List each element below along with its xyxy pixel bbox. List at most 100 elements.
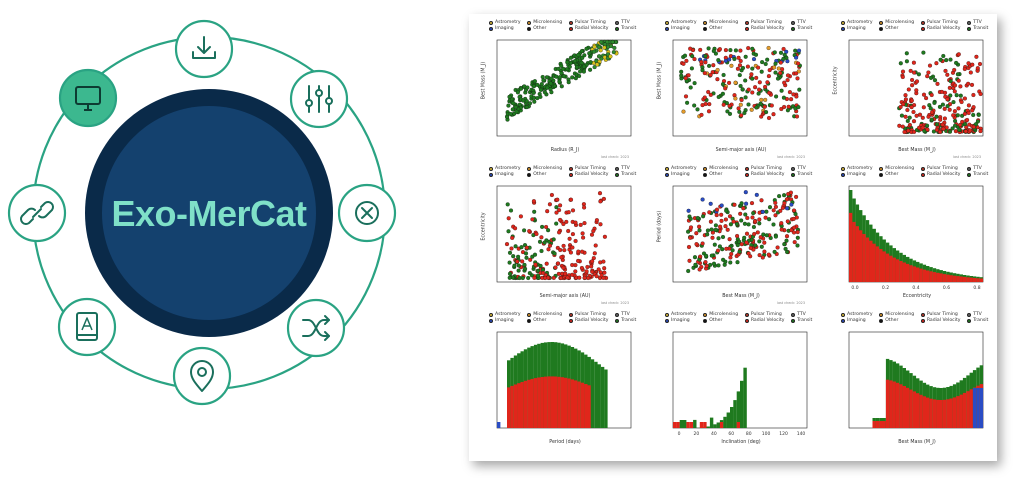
legend-item: Pulsar Timing (568, 312, 611, 317)
legend-marker (568, 20, 573, 25)
link-node[interactable] (7, 183, 67, 243)
plot-area (848, 39, 984, 137)
legend-label: TTV (797, 20, 806, 25)
histogram-bar (885, 253, 890, 282)
scatter-point (717, 244, 722, 249)
legend-marker (703, 318, 708, 323)
histogram-bar (959, 394, 963, 428)
histogram-bar (679, 420, 684, 428)
scatter-point (723, 48, 728, 53)
scatter-point (971, 112, 976, 118)
scatter-point (507, 271, 513, 276)
scatter-point (533, 262, 538, 267)
scatter-point (920, 115, 925, 120)
legend-label: Other (533, 172, 547, 177)
scatter-point (746, 87, 751, 92)
legend-label: Radial Velocity (926, 172, 961, 177)
scatter-point (579, 60, 584, 65)
legend-item: Astrometry (665, 312, 699, 317)
histogram-bar (936, 399, 940, 428)
scatter-point (524, 245, 529, 250)
scatter-point (909, 105, 914, 110)
histogram-bar (902, 386, 906, 428)
legend-label: Astrometry (671, 20, 697, 25)
legend-label: Other (885, 172, 899, 177)
legend-marker (791, 312, 796, 317)
legend-label: Transit (797, 318, 813, 323)
plot-area (496, 331, 632, 429)
scatter-point (566, 210, 571, 215)
scatter-point (727, 57, 732, 62)
scatter-point (917, 125, 922, 130)
scatter-point (785, 206, 790, 211)
scatter-point (531, 199, 536, 204)
legend-label: Astrometry (495, 20, 521, 25)
histogram-bar (902, 262, 906, 282)
legend-item: Transit (791, 172, 815, 177)
sliders-node[interactable] (289, 69, 349, 129)
x-axis-label: Period (days) (549, 440, 581, 445)
legend-item: Radial Velocity (568, 26, 611, 31)
plot-legend: Astrometry Microlensing Pulsar Timing TTV Im… (841, 166, 991, 177)
legend-label: Microlensing (709, 166, 739, 171)
scatter-point (608, 54, 613, 59)
legend-item: Microlensing (527, 312, 565, 317)
close-node[interactable] (337, 183, 397, 243)
scatter-point (929, 92, 934, 98)
histogram-bar (942, 399, 947, 428)
scatter-point (612, 45, 617, 50)
scatter-point (976, 112, 981, 117)
book-node[interactable] (57, 297, 117, 357)
legend-marker (568, 318, 573, 323)
legend-label: Astrometry (495, 166, 521, 171)
scatter-point (971, 105, 976, 110)
scatter-point (925, 127, 930, 132)
legend-item: Imaging (489, 172, 523, 177)
histogram-bar (554, 376, 558, 428)
histogram-bar (962, 392, 967, 428)
scatter-point (717, 47, 722, 52)
scatter-point (930, 110, 935, 115)
scatter-point (546, 247, 551, 252)
legend-marker (615, 26, 620, 31)
histogram-bar (916, 393, 920, 428)
scatter-point (792, 240, 797, 245)
scatter-point (532, 79, 537, 84)
histogram-bar (879, 421, 883, 428)
scatter-point (582, 221, 587, 226)
legend-item: Radial Velocity (568, 172, 611, 177)
location-node[interactable] (172, 346, 232, 406)
scatter-point (966, 61, 971, 66)
legend-marker (920, 166, 925, 171)
scatter-point (762, 104, 767, 109)
legend-marker (744, 172, 749, 177)
plot-legend: Astrometry Microlensing Pulsar Timing TTV Im… (665, 166, 815, 177)
legend-item: TTV (615, 166, 639, 171)
legend-item: Microlensing (527, 166, 565, 171)
scatter-point (796, 61, 801, 66)
shuffle-node[interactable] (286, 298, 346, 358)
legend-label: Radial Velocity (750, 26, 785, 31)
tick-label: 0 (678, 431, 681, 437)
monitor-node[interactable] (58, 68, 118, 128)
legend-marker (841, 20, 845, 25)
scatter-point (794, 194, 799, 199)
scatter-point (549, 192, 554, 198)
scatter-point (953, 123, 958, 128)
scatter-point (708, 72, 713, 78)
scatter-point (742, 110, 747, 116)
scatter-point (526, 275, 531, 281)
scatter-point (690, 54, 695, 59)
histogram-bar (956, 396, 960, 428)
scatter-point (791, 230, 797, 235)
histogram-bar (859, 230, 863, 282)
legend-item: Radial Velocity (920, 318, 963, 323)
scatter-point (723, 217, 728, 222)
legend-item: Microlensing (879, 166, 917, 171)
histogram-bar (879, 249, 883, 282)
download-node[interactable] (174, 19, 234, 79)
scatter-point (686, 244, 692, 250)
scatter-point (692, 255, 698, 260)
scatter-point (729, 251, 734, 257)
scatter-point (757, 221, 762, 226)
